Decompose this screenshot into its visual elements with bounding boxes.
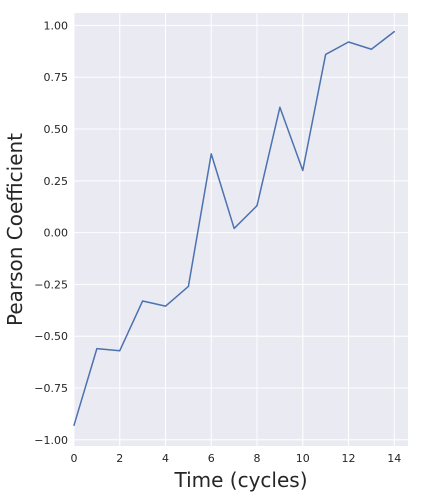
x-tick-label: 10 [296, 452, 310, 465]
y-tick-label: 0.00 [44, 227, 69, 240]
x-tick-label: 12 [342, 452, 356, 465]
y-tick-label: 0.50 [44, 123, 69, 136]
y-tick-label: −0.75 [34, 382, 68, 395]
y-tick-label: 0.25 [44, 175, 69, 188]
series-layer [73, 30, 396, 427]
x-tick-label: 14 [387, 452, 401, 465]
tick-labels: 0 2 4 6 8 10 12 14 −1.00 −0.75 −0.50 −0.25 0.00 0.25 0… [34, 19, 401, 465]
plot-area [74, 13, 408, 446]
x-tick-label: 2 [116, 452, 123, 465]
y-tick-label: −0.25 [34, 278, 68, 291]
y-tick-label: 0.75 [44, 71, 69, 84]
y-tick-label: 1.00 [44, 19, 69, 32]
x-tick-label: 6 [208, 452, 215, 465]
y-tick-label: −0.50 [34, 330, 68, 343]
x-axis-title: Time (cycles) [173, 468, 307, 492]
x-tick-label: 0 [71, 452, 78, 465]
y-axis-title: Pearson Coefficient [3, 133, 27, 326]
x-tick-label: 8 [254, 452, 261, 465]
y-tick-label: −1.00 [34, 434, 68, 447]
gridlines [73, 13, 408, 446]
x-tick-label: 4 [162, 452, 169, 465]
